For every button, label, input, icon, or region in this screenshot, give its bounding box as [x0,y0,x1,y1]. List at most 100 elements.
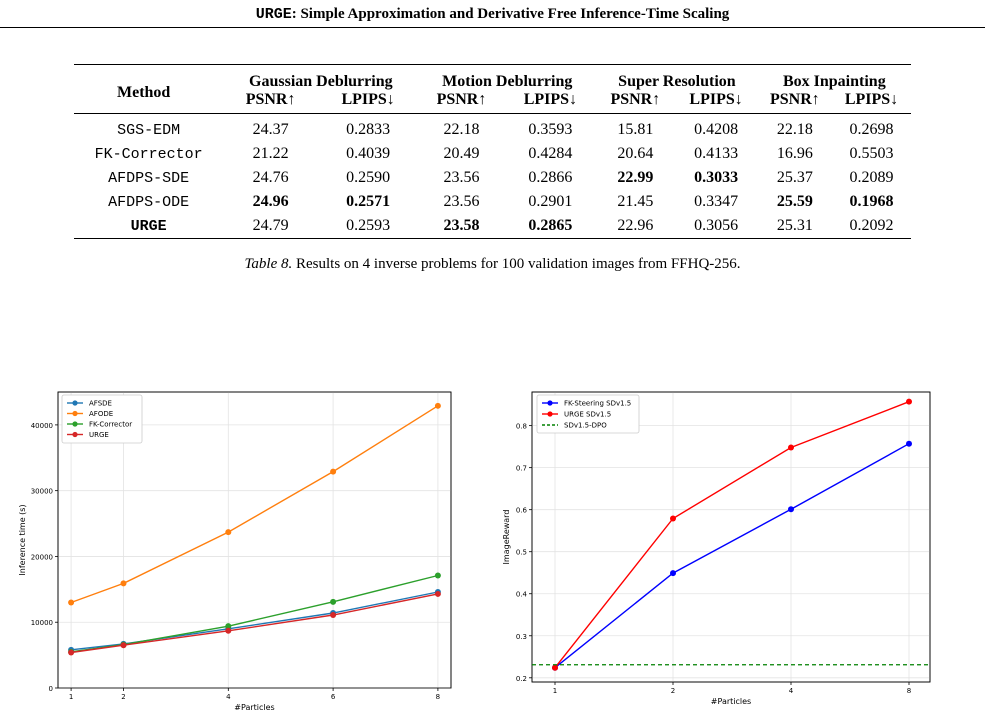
value-cell: 24.79 [252,217,289,234]
subheader-psnr: PSNR↑ [245,91,296,108]
caption-label: Table 8. [244,256,293,272]
subheader-psnr: PSNR↑ [769,91,820,108]
x-tick-label: 1 [553,687,557,695]
method-cell: AFDPS-SDE [108,169,190,187]
header-title-prefix: URGE [255,6,292,23]
table-row: SGS-EDM 24.37 0.2833 22.18 0.3593 15.81 0.4208… [74,114,911,143]
series-line-1 [70,405,439,604]
x-tick-label: 1 [69,693,73,701]
table-caption: Table 8. Results on 4 inverse problems f… [0,256,985,273]
data-point [330,611,337,618]
legend-label: FK-Steering SDv1.5 [564,400,631,408]
value-cell: 0.4039 [346,145,391,162]
value-cell: 24.76 [252,169,289,186]
data-point [330,610,337,617]
table-row: FK-Corrector 21.22 0.4039 20.49 0.4284 20.64 0… [74,142,911,166]
method-cell: SGS-EDM [117,121,181,139]
subheader-lpips: LPIPS↓ [523,91,578,108]
data-point [120,642,127,649]
data-point [120,580,127,587]
legend-label: URGE [89,431,109,439]
plot-border [531,391,931,683]
value-cell: 22.96 [617,217,654,234]
value-cell: 0.4133 [694,145,739,162]
value-cell: 0.3056 [694,217,739,234]
value-cell: 22.18 [776,121,813,138]
value-cell: 0.3347 [694,193,739,210]
table-row: AFDPS-SDE 24.76 0.2590 23.56 0.2866 22.99 0.30… [74,166,911,190]
y-tick-label: 0.5 [516,549,527,557]
x-tick-label: 2 [121,693,125,701]
value-cell: 22.18 [443,121,480,138]
x-axis-label: #Particles [711,697,751,706]
y-axis-label: ImageReward [502,510,511,565]
data-point [225,529,232,536]
legend-marker [547,411,553,417]
legend-marker [72,410,78,417]
x-tick-label: 8 [907,687,911,695]
legend-label: AFSDE [89,400,112,408]
data-point [68,648,75,655]
value-cell: 21.22 [252,145,289,162]
value-cell: 25.37 [776,169,813,186]
value-cell: 0.2833 [346,121,391,138]
legend-marker [72,421,78,427]
chart-0: 0 10000 20000 30000 40000 1 2 4 6 8 #Particles Infe… [18,391,452,712]
plot-frame [531,391,931,683]
series-line-2 [71,574,439,653]
value-cell: 0.2866 [528,169,573,186]
value-cell: 24.37 [252,121,289,138]
group-header-motion-deblurring: Motion Deblurring [442,73,573,90]
value-cell: 22.99 [617,169,654,186]
legend-marker [547,400,553,406]
method-cell: AFDPS-ODE [108,193,190,211]
data-point [68,599,75,606]
legend-box [61,394,143,444]
value-cell: 0.2698 [849,121,894,138]
value-cell: 21.45 [617,193,654,210]
value-cell: 25.31 [776,217,813,234]
data-point [120,640,127,647]
y-tick-label: 10000 [31,619,53,627]
data-point [68,646,75,653]
plot-border [57,391,452,689]
data-point [434,572,441,579]
method-cell: URGE [130,217,167,235]
value-cell: 20.64 [617,145,654,162]
data-point [906,398,912,405]
value-cell: 23.58 [443,217,480,234]
x-axis-label: #Particles [234,703,274,712]
header-title-rest: : Simple Approximation and Derivative Fr… [291,6,730,22]
value-cell: 20.49 [443,145,480,162]
table-row: URGE 24.79 0.2593 23.58 0.2865 22.96 0.3056 25.… [74,214,911,239]
x-tick-label: 4 [789,687,794,695]
value-cell: 0.2865 [528,217,573,234]
legend-label: AFODE [89,410,113,418]
page-header-title: URGE: Simple Approximation and Derivativ… [255,6,730,23]
value-cell: 0.3593 [528,121,573,138]
value-cell: 25.59 [776,193,813,210]
value-cell: 0.4208 [694,121,739,138]
y-tick-label: 30000 [31,488,53,496]
y-tick-label: 20000 [31,553,53,561]
x-tick-label: 4 [226,693,231,701]
x-tick-label: 8 [436,693,440,701]
value-cell: 0.2571 [346,193,391,210]
data-point [670,515,676,522]
series-line-1 [554,401,910,669]
data-point [552,664,558,671]
results-table: Method Gaussian Deblurring Motion Deblur… [74,64,911,239]
series-line-0 [71,591,439,651]
data-point [434,402,441,409]
value-cell: 15.81 [617,121,654,138]
table-row: AFDPS-ODE 24.96 0.2571 23.56 0.2901 21.45 0.33… [74,190,911,214]
data-point [330,468,337,475]
data-point [670,570,676,577]
value-cell: 16.96 [776,145,813,162]
y-tick-label: 0 [49,685,53,693]
value-cell: 24.96 [252,193,289,210]
value-cell: 0.5503 [849,145,894,162]
series-line-0 [554,443,910,669]
y-tick-label: 0.4 [516,591,528,599]
data-point [434,590,441,597]
